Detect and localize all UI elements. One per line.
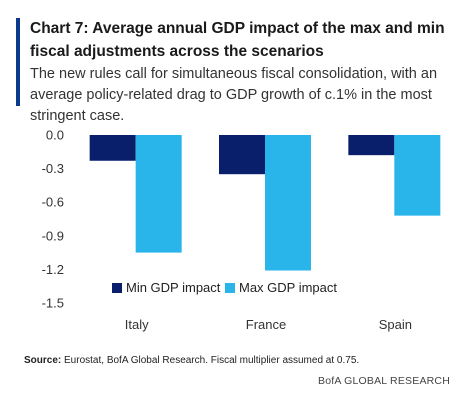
bar-max-gdp-impact-france bbox=[265, 135, 311, 271]
bar-chart: 0.0 -0.3 -0.6 -0.9 -1.2 -1.5 Italy France Spain M… bbox=[42, 128, 441, 332]
y-tick-label: 0.0 bbox=[46, 128, 64, 143]
x-category-label: France bbox=[246, 317, 286, 332]
bar-min-gdp-impact-spain bbox=[348, 135, 395, 156]
source-text: Eurostat, BofA Global Research. Fiscal m… bbox=[64, 355, 360, 366]
source-label: Source: bbox=[24, 355, 62, 366]
legend-label: Min GDP impact bbox=[126, 280, 221, 295]
chart-subtitle: The new rules call for simultaneous fisc… bbox=[30, 66, 438, 124]
bar-max-gdp-impact-spain bbox=[394, 135, 441, 216]
source-note: Source: Eurostat, BofA Global Research. … bbox=[24, 355, 359, 366]
title-accent-bar bbox=[16, 18, 20, 106]
y-tick-label: -0.3 bbox=[42, 161, 64, 176]
legend-label: Max GDP impact bbox=[239, 280, 337, 295]
y-tick-label: -0.6 bbox=[42, 195, 64, 210]
y-tick-label: -1.5 bbox=[42, 296, 64, 311]
y-tick-label: -1.2 bbox=[42, 262, 64, 277]
bar-max-gdp-impact-italy bbox=[135, 135, 182, 253]
bar-min-gdp-impact-italy bbox=[89, 135, 136, 161]
bar-min-gdp-impact-france bbox=[219, 135, 265, 175]
x-category-label: Spain bbox=[379, 317, 412, 332]
legend-swatch bbox=[112, 283, 122, 293]
y-tick-label: -0.9 bbox=[42, 228, 64, 243]
x-category-label: Italy bbox=[125, 317, 149, 332]
chart-title: Chart 7: Average annual GDP impact of th… bbox=[30, 20, 445, 60]
brand-label: BofA GLOBAL RESEARCH bbox=[318, 375, 450, 387]
legend-swatch bbox=[225, 283, 235, 293]
